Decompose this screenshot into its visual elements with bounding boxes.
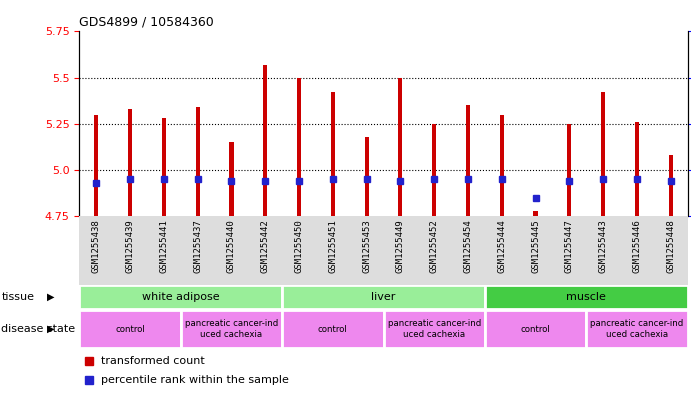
Text: GSM1255438: GSM1255438 bbox=[92, 220, 101, 274]
Bar bbox=[331, 92, 335, 216]
Text: transformed count: transformed count bbox=[101, 356, 205, 366]
Text: GSM1255454: GSM1255454 bbox=[464, 220, 473, 274]
Bar bbox=[533, 211, 538, 216]
Text: GSM1255437: GSM1255437 bbox=[193, 220, 202, 274]
Bar bbox=[567, 124, 571, 216]
Text: ▶: ▶ bbox=[47, 292, 55, 302]
Text: GSM1255445: GSM1255445 bbox=[531, 220, 540, 274]
Text: pancreatic cancer-ind
uced cachexia: pancreatic cancer-ind uced cachexia bbox=[590, 319, 683, 339]
Text: GSM1255439: GSM1255439 bbox=[126, 220, 135, 274]
Bar bbox=[635, 122, 639, 216]
Bar bbox=[485, 310, 586, 348]
Text: muscle: muscle bbox=[566, 292, 606, 302]
Text: control: control bbox=[520, 325, 551, 334]
Text: tissue: tissue bbox=[1, 292, 35, 302]
Bar bbox=[79, 285, 282, 309]
Text: control: control bbox=[318, 325, 348, 334]
Text: ▶: ▶ bbox=[47, 324, 55, 334]
Bar bbox=[432, 124, 436, 216]
Text: GSM1255449: GSM1255449 bbox=[396, 220, 405, 274]
Bar bbox=[229, 142, 234, 216]
Text: liver: liver bbox=[371, 292, 396, 302]
Text: white adipose: white adipose bbox=[142, 292, 220, 302]
Text: pancreatic cancer-ind
uced cachexia: pancreatic cancer-ind uced cachexia bbox=[185, 319, 278, 339]
Bar bbox=[181, 310, 282, 348]
Text: GSM1255453: GSM1255453 bbox=[362, 220, 371, 274]
Bar bbox=[365, 137, 368, 216]
Bar bbox=[399, 78, 402, 216]
Text: GSM1255452: GSM1255452 bbox=[430, 220, 439, 274]
Bar bbox=[384, 310, 485, 348]
Bar bbox=[95, 115, 98, 216]
Text: GSM1255444: GSM1255444 bbox=[498, 220, 507, 274]
Text: GSM1255451: GSM1255451 bbox=[328, 220, 337, 274]
Bar bbox=[128, 109, 132, 216]
Text: pancreatic cancer-ind
uced cachexia: pancreatic cancer-ind uced cachexia bbox=[388, 319, 481, 339]
Bar bbox=[669, 155, 672, 216]
Text: GSM1255450: GSM1255450 bbox=[294, 220, 303, 274]
Bar bbox=[263, 65, 267, 216]
Text: GSM1255441: GSM1255441 bbox=[160, 220, 169, 274]
Text: GSM1255443: GSM1255443 bbox=[598, 220, 607, 274]
Bar bbox=[601, 92, 605, 216]
Text: GSM1255448: GSM1255448 bbox=[666, 220, 675, 274]
Text: percentile rank within the sample: percentile rank within the sample bbox=[101, 375, 289, 386]
Text: GDS4899 / 10584360: GDS4899 / 10584360 bbox=[79, 16, 214, 29]
Text: GSM1255446: GSM1255446 bbox=[632, 220, 641, 274]
Bar bbox=[162, 118, 166, 216]
Bar bbox=[586, 310, 688, 348]
Bar bbox=[466, 105, 470, 216]
Bar bbox=[500, 115, 504, 216]
Bar bbox=[282, 285, 485, 309]
Bar bbox=[297, 78, 301, 216]
Bar bbox=[282, 310, 384, 348]
Bar bbox=[485, 285, 688, 309]
Text: GSM1255442: GSM1255442 bbox=[261, 220, 269, 274]
Bar bbox=[196, 107, 200, 216]
Bar bbox=[79, 310, 181, 348]
Text: GSM1255440: GSM1255440 bbox=[227, 220, 236, 274]
Text: GSM1255447: GSM1255447 bbox=[565, 220, 574, 274]
Text: control: control bbox=[115, 325, 145, 334]
Text: disease state: disease state bbox=[1, 324, 75, 334]
